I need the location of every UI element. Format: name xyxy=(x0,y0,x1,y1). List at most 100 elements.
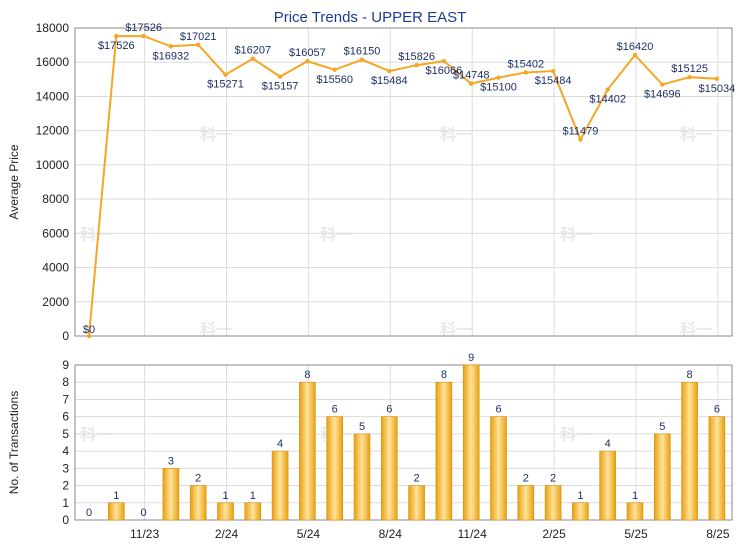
price-data-label: $11479 xyxy=(562,126,598,138)
price-data-label: $15100 xyxy=(480,82,517,94)
transaction-data-label: 2 xyxy=(523,473,529,485)
price-point xyxy=(469,81,474,86)
transaction-bar xyxy=(572,502,589,521)
top-y-tick-label: 18000 xyxy=(36,21,70,35)
bottom-y-tick-label: 5 xyxy=(62,427,69,441)
price-point xyxy=(168,44,174,49)
bottom-y-tick-label: 3 xyxy=(62,461,69,475)
price-data-label: $14748 xyxy=(453,70,490,82)
top-y-axis-title: Average Price xyxy=(7,144,21,219)
bottom-y-tick-label: 7 xyxy=(62,392,69,406)
transaction-bar xyxy=(599,450,617,521)
watermark-text: 科一 xyxy=(560,425,592,444)
bottom-y-tick-label: 8 xyxy=(62,375,69,389)
bottom-y-tick-label: 9 xyxy=(62,358,69,372)
transaction-bar xyxy=(326,416,344,521)
price-point xyxy=(196,42,201,47)
top-y-tick-label: 8000 xyxy=(42,192,69,206)
price-point xyxy=(277,74,283,79)
price-data-label: $17526 xyxy=(125,22,162,34)
transaction-data-label: 2 xyxy=(550,473,556,485)
x-tick-label: 8/25 xyxy=(706,527,730,541)
bottom-plot-frame xyxy=(74,364,733,521)
top-y-tick-label: 16000 xyxy=(36,55,70,69)
price-data-label: $15402 xyxy=(507,58,544,70)
transaction-data-label: 0 xyxy=(86,507,92,519)
x-tick-label: 5/24 xyxy=(297,527,321,541)
price-point xyxy=(578,137,583,142)
transaction-data-label: 8 xyxy=(304,369,310,381)
price-point xyxy=(523,70,528,75)
x-tick-label: 11/24 xyxy=(458,527,487,541)
watermark-text: 科一 xyxy=(200,320,232,339)
price-data-label: $15484 xyxy=(371,75,408,87)
x-tick-label: 8/24 xyxy=(379,527,403,541)
transaction-data-label: 1 xyxy=(632,490,638,502)
price-data-label: $15484 xyxy=(535,75,572,87)
top-y-tick-label: 14000 xyxy=(36,89,70,103)
watermark-layer: 科一科一科一科一科一科一科一科一科一科一科一科一 xyxy=(80,125,712,444)
price-point xyxy=(114,33,119,39)
watermark-text: 科一 xyxy=(440,125,472,144)
price-data-label: $15157 xyxy=(262,81,299,93)
transaction-bar xyxy=(162,468,180,521)
price-point xyxy=(332,67,337,72)
price-data-label: $16932 xyxy=(153,50,190,62)
watermark-text: 科一 xyxy=(680,320,712,339)
price-data-label: $15826 xyxy=(398,51,435,63)
transaction-data-label: 8 xyxy=(441,369,447,381)
watermark-text: 科一 xyxy=(320,225,352,244)
transaction-data-label: 2 xyxy=(195,473,201,485)
price-data-label: $16066 xyxy=(426,65,463,77)
transaction-data-label: 5 xyxy=(659,421,665,433)
x-tick-label: 2/25 xyxy=(542,527,566,541)
transaction-bar xyxy=(380,416,398,521)
price-point xyxy=(714,76,720,81)
price-point xyxy=(305,59,310,64)
transaction-bar xyxy=(108,502,125,521)
price-line-chart: 0 2000 4000 6000 8000 10000 12000 14000 16000 180… xyxy=(7,21,735,343)
transaction-data-label: 8 xyxy=(687,369,693,381)
price-point xyxy=(387,68,392,74)
transaction-bar xyxy=(189,485,207,521)
transaction-data-label: 9 xyxy=(468,352,474,364)
top-y-tick-label: 0 xyxy=(62,329,69,343)
watermark-text: 科一 xyxy=(680,125,712,144)
price-data-label: $15034 xyxy=(699,83,736,95)
transaction-bar xyxy=(353,433,371,521)
price-point xyxy=(86,333,92,339)
price-point xyxy=(250,56,255,61)
price-point xyxy=(687,74,692,80)
transaction-bar xyxy=(681,381,698,521)
transaction-data-label: 3 xyxy=(168,455,174,467)
top-y-tick-label: 2000 xyxy=(42,295,69,309)
transaction-bar xyxy=(217,502,234,521)
top-y-tick-label: 6000 xyxy=(42,226,69,240)
transaction-data-label: 5 xyxy=(359,421,365,433)
bottom-y-tick-label: 6 xyxy=(62,410,69,424)
price-data-label: $15125 xyxy=(671,63,708,75)
bottom-y-tick-label: 0 xyxy=(62,513,69,527)
price-point xyxy=(141,33,146,39)
price-series-line xyxy=(88,35,717,337)
watermark-text: 科一 xyxy=(80,425,112,444)
transaction-bar xyxy=(244,502,262,521)
x-tick-label: 11/23 xyxy=(130,527,159,541)
transaction-bar xyxy=(708,416,726,521)
bottom-y-tick-label: 4 xyxy=(62,444,69,458)
price-point xyxy=(605,87,610,92)
bottom-y-axis-title: No. of Transactions xyxy=(7,391,21,494)
price-data-label: $15560 xyxy=(316,74,353,86)
price-point xyxy=(632,52,638,58)
price-data-label: $14696 xyxy=(644,89,681,101)
transaction-bar xyxy=(490,416,507,521)
transaction-bar xyxy=(299,381,316,521)
transaction-bar xyxy=(517,485,535,521)
price-point xyxy=(550,68,556,74)
price-point xyxy=(223,72,228,77)
price-data-label: $14402 xyxy=(589,94,626,106)
transaction-data-label: 1 xyxy=(113,490,119,502)
transaction-bar xyxy=(653,433,671,521)
price-data-label: $17021 xyxy=(180,31,217,43)
